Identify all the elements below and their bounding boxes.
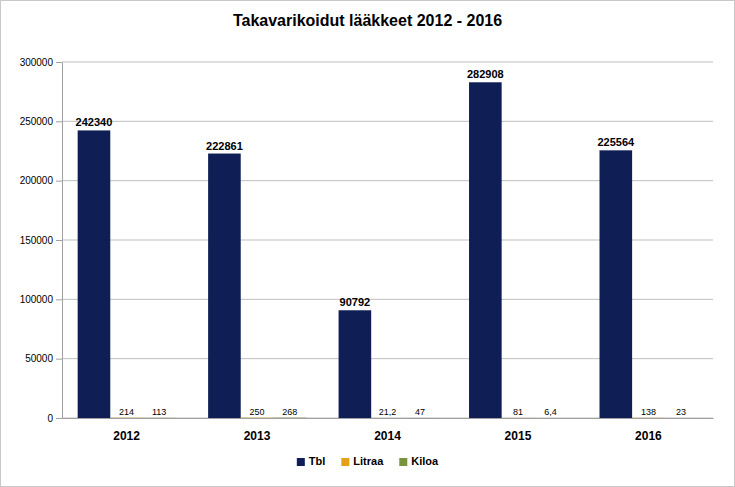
bars — [78, 82, 698, 418]
data-label: 250 — [250, 407, 265, 417]
bar — [665, 417, 698, 418]
data-label: 113 — [152, 407, 166, 417]
bar — [241, 417, 274, 418]
y-tick-label: 0 — [47, 413, 53, 424]
title: Takavarikoidut lääkkeet 2012 - 2016 — [233, 12, 502, 29]
x-tick: 2016 — [635, 418, 662, 443]
x-tick-label: 2013 — [244, 429, 271, 443]
legend-label: Tbl — [309, 455, 326, 467]
data-label: 90792 — [340, 296, 371, 308]
y-tick: 50000 — [25, 353, 62, 364]
y-tick: 150000 — [20, 235, 62, 246]
x-tick: 2012 — [113, 418, 140, 443]
chart: Takavarikoidut lääkkeet 2012 - 2016 0 5000… — [0, 0, 735, 487]
data-label: 242340 — [76, 116, 113, 128]
legend-item: Kiloa — [399, 455, 439, 467]
data-label: 138 — [641, 407, 656, 417]
y-tick-label: 50000 — [25, 353, 53, 364]
y-tick-mark — [56, 62, 62, 63]
x-tick: 2014 — [374, 418, 401, 443]
bar — [502, 417, 535, 418]
y-tick-label: 300000 — [20, 57, 54, 68]
data-label: 222861 — [206, 140, 243, 152]
data-label: 21,2 — [379, 407, 397, 417]
legend-swatch — [341, 458, 349, 466]
bar — [469, 82, 502, 418]
legend-swatch — [399, 458, 407, 466]
bar — [599, 150, 632, 418]
y-tick-mark — [56, 418, 62, 419]
x-axis: 2012 2013 2014 2015 2016 — [63, 418, 714, 443]
legend-item: Litraa — [341, 455, 384, 467]
legend-label: Kiloa — [411, 455, 439, 467]
x-tick: 2015 — [505, 418, 532, 443]
grid-line — [62, 62, 713, 63]
data-label: 214 — [119, 407, 134, 417]
bar — [208, 154, 241, 418]
y-tick: 200000 — [20, 175, 62, 186]
y-tick-label: 200000 — [20, 175, 54, 186]
data-label: 81 — [513, 407, 523, 417]
plot: 0 50000 100000 150000 200000 250000 300000 2012… — [20, 57, 714, 444]
x-tick: 2013 — [244, 418, 271, 443]
grid-line — [62, 121, 713, 122]
x-tick-label: 2012 — [113, 429, 140, 443]
legend-label: Litraa — [353, 455, 384, 467]
bar — [78, 130, 111, 418]
bar — [110, 417, 143, 418]
data-label: 268 — [282, 407, 297, 417]
legend-item: Tbl — [297, 455, 326, 467]
bar — [339, 310, 372, 418]
legend: Tbl Litraa Kiloa — [297, 455, 439, 467]
x-tick-label: 2015 — [505, 429, 532, 443]
y-tick: 100000 — [20, 294, 62, 305]
data-labels: 242340 222861 90792 282908 225564 214 250 21,2 8… — [76, 68, 686, 417]
y-tick-mark — [56, 181, 62, 182]
bar — [404, 417, 437, 418]
y-tick: 0 — [47, 413, 62, 424]
y-tick: 300000 — [20, 57, 62, 68]
y-tick-label: 150000 — [20, 235, 54, 246]
y-tick-mark — [56, 359, 62, 360]
y-axis: 0 50000 100000 150000 200000 250000 300000 — [20, 57, 63, 424]
x-tick-label: 2016 — [635, 429, 662, 443]
y-tick-mark — [56, 299, 62, 300]
data-label: 23 — [676, 407, 686, 417]
data-label: 6,4 — [544, 407, 557, 417]
y-tick-mark — [56, 240, 62, 241]
bar — [534, 417, 567, 418]
y-axis-line — [62, 63, 63, 419]
bar — [143, 417, 176, 418]
bar — [273, 417, 306, 418]
y-tick-mark — [56, 121, 62, 122]
y-tick: 250000 — [20, 116, 62, 127]
x-axis-line — [63, 418, 714, 419]
y-tick-label: 250000 — [20, 116, 54, 127]
y-tick-label: 100000 — [20, 294, 54, 305]
bar — [632, 417, 665, 418]
legend-swatch — [297, 458, 305, 466]
data-label: 47 — [415, 407, 425, 417]
data-label: 225564 — [597, 136, 635, 148]
bar — [371, 417, 404, 418]
x-tick-label: 2014 — [374, 429, 401, 443]
data-label: 282908 — [467, 68, 504, 80]
background — [1, 1, 735, 487]
